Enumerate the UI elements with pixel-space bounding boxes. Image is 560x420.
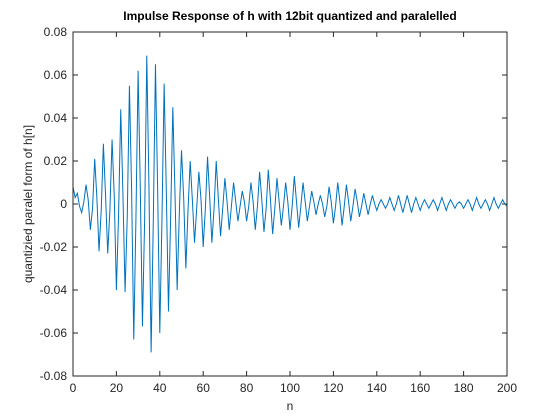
x-tick-label: 100 xyxy=(280,381,300,395)
y-tick-label: -0.08 xyxy=(40,369,68,383)
x-tick-label: 120 xyxy=(323,381,343,395)
x-axis-label: n xyxy=(287,399,294,413)
y-tick-label: -0.04 xyxy=(40,283,68,297)
chart-title: Impulse Response of h with 12bit quantiz… xyxy=(123,9,456,23)
x-tick-label: 20 xyxy=(110,381,124,395)
x-tick-label: 200 xyxy=(497,381,517,395)
x-tick-label: 160 xyxy=(410,381,430,395)
axes-box xyxy=(72,31,508,377)
y-tick-label: -0.06 xyxy=(40,326,68,340)
y-tick-label: 0.04 xyxy=(44,111,68,125)
x-tick-label: 60 xyxy=(197,381,211,395)
x-tick-label: 140 xyxy=(367,381,387,395)
x-tick-label: 40 xyxy=(153,381,167,395)
y-tick-label: -0.02 xyxy=(40,240,68,254)
y-tick-label: 0.02 xyxy=(44,154,68,168)
y-tick-label: 0 xyxy=(60,197,67,211)
y-tick-label: 0.08 xyxy=(44,25,68,39)
y-tick-label: 0.06 xyxy=(44,68,68,82)
x-tick-label: 80 xyxy=(240,381,254,395)
y-axis-label: quantizied paralel form of h[n] xyxy=(21,125,35,283)
series-line xyxy=(72,55,508,353)
x-tick-label: 0 xyxy=(70,381,77,395)
x-tick-label: 180 xyxy=(454,381,474,395)
